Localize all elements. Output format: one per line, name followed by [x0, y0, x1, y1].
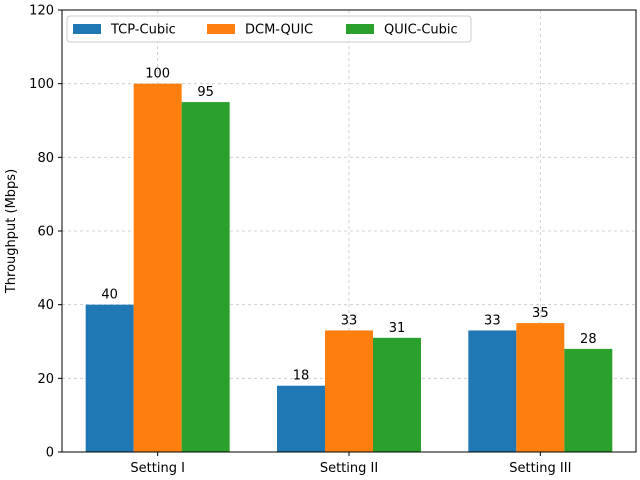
y-axis-label: Throughput (Mbps): [4, 169, 19, 294]
x-tick-label: Setting I: [130, 461, 185, 476]
legend-label: QUIC-Cubic: [384, 23, 458, 38]
data-label: 28: [580, 332, 597, 347]
x-tick-label: Setting II: [320, 461, 378, 476]
x-tick-label: Setting III: [509, 461, 571, 476]
legend-swatch: [346, 24, 374, 34]
bar: [564, 348, 613, 452]
legend-swatch: [207, 24, 235, 34]
data-label: 100: [145, 67, 170, 82]
data-label: 31: [389, 321, 406, 336]
bar: [325, 330, 373, 452]
legend-box: [66, 15, 472, 43]
data-labels: 40 100 95 18 33 31 33 35 28: [101, 67, 596, 384]
y-tick-label: 120: [29, 4, 54, 19]
x-axis-ticks: Setting I Setting II Setting III: [130, 452, 571, 476]
bar: [373, 337, 421, 452]
y-tick-label: 20: [37, 372, 54, 387]
bar: [468, 330, 517, 452]
bar: [85, 304, 134, 452]
bar: [516, 323, 565, 452]
legend-label: DCM-QUIC: [245, 23, 313, 38]
bar: [277, 385, 325, 452]
y-tick-label: 60: [37, 225, 54, 240]
bars: [85, 83, 613, 453]
data-label: 40: [101, 288, 118, 303]
legend: TCP-Cubic DCM-QUIC QUIC-Cubic: [66, 15, 472, 43]
data-label: 33: [341, 313, 358, 328]
y-tick-label: 80: [37, 151, 54, 166]
y-axis-ticks: 0 20 40 60 80 100 120: [29, 4, 62, 461]
legend-swatch: [73, 24, 101, 34]
data-label: 95: [197, 85, 214, 100]
data-label: 18: [293, 369, 310, 384]
data-label: 33: [484, 313, 501, 328]
data-label: 35: [532, 306, 549, 321]
legend-label: TCP-Cubic: [110, 23, 176, 38]
bar: [133, 83, 182, 453]
bar: [181, 102, 230, 452]
y-tick-label: 0: [46, 446, 54, 461]
y-tick-label: 100: [29, 77, 54, 92]
y-tick-label: 40: [37, 298, 54, 313]
